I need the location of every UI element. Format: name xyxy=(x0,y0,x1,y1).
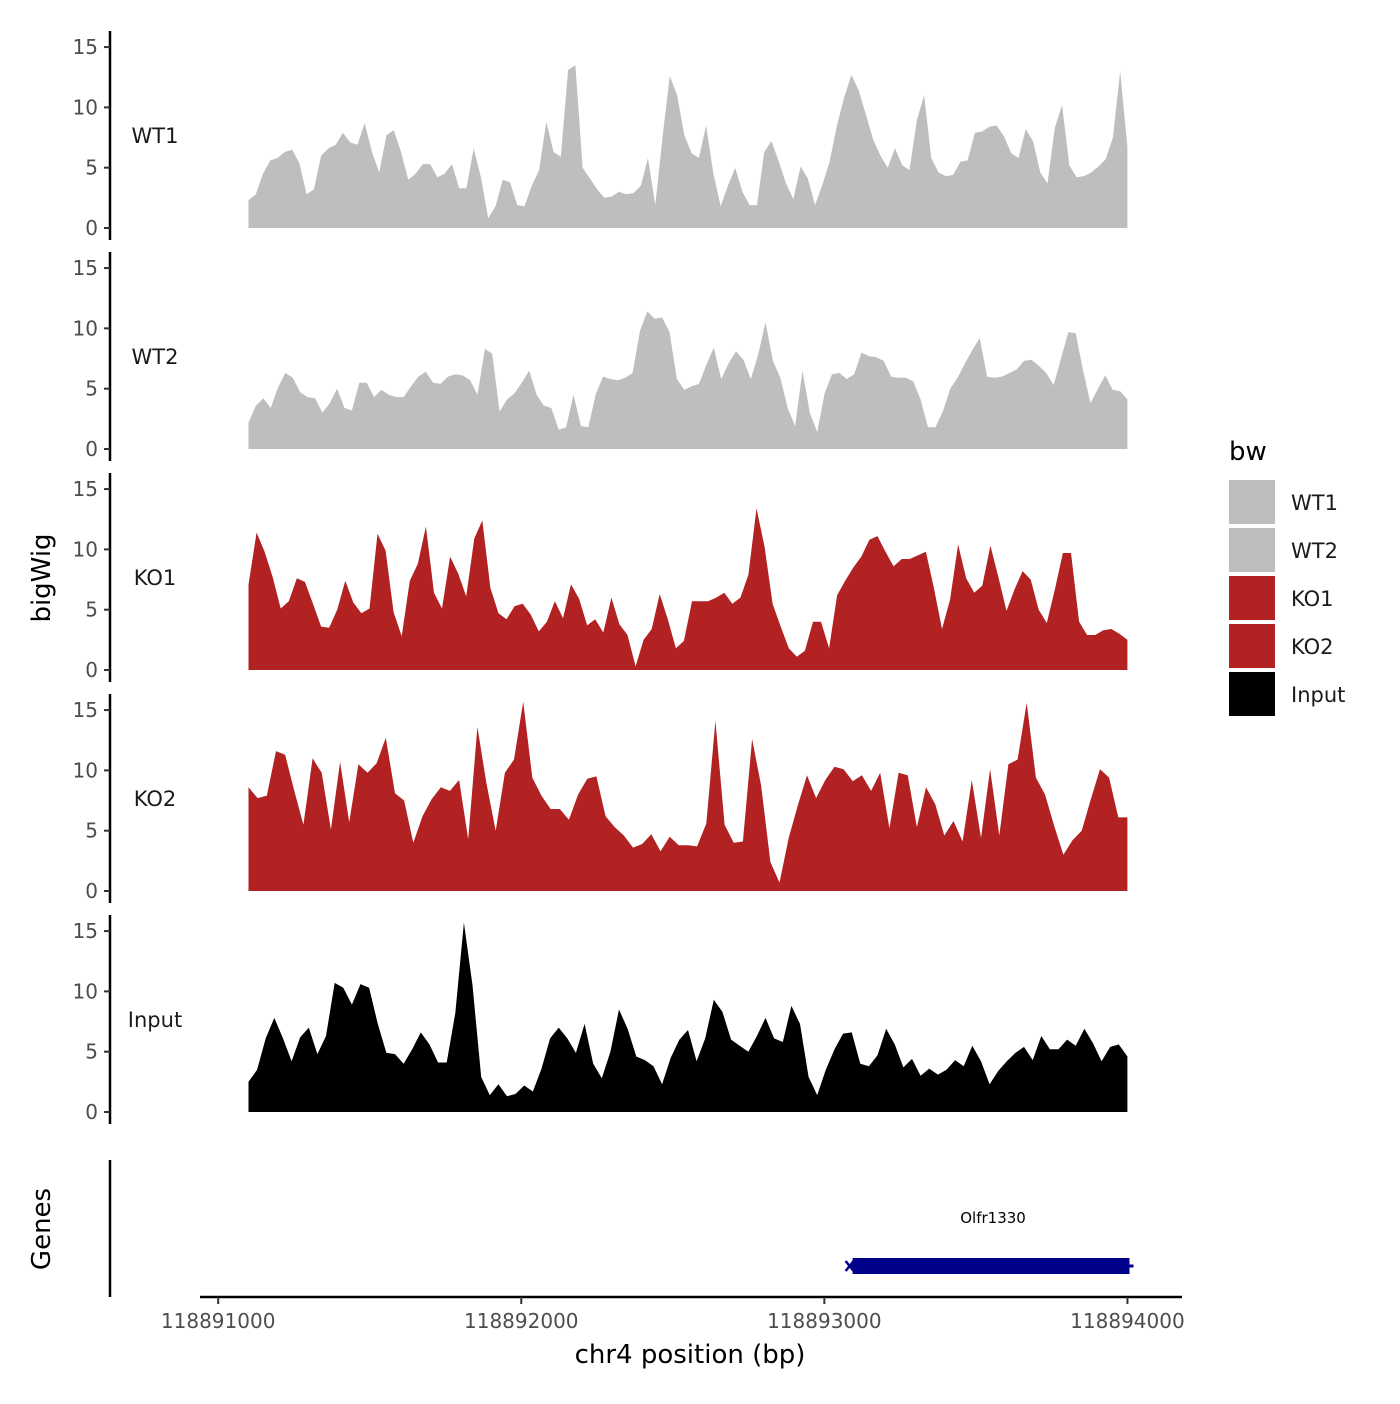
y-axis-title: bigWig xyxy=(27,533,57,622)
x-tick-label: 118893000 xyxy=(767,1309,882,1333)
legend-title: bw xyxy=(1229,437,1267,467)
x-axis-title: chr4 position (bp) xyxy=(575,1340,806,1370)
y-tick-label: 15 xyxy=(73,35,98,59)
y-tick-label: 5 xyxy=(85,377,98,401)
legend-label-ko2: KO2 xyxy=(1291,635,1334,659)
y-tick-label: 10 xyxy=(73,537,98,561)
x-tick-label: 118894000 xyxy=(1070,1309,1185,1333)
tracks: 0 5 10 15 WT1 0 5 10 15 WT2 0 5 10 15 KO1 0 5 10 15 KO2 0 5 10… xyxy=(73,31,1128,1124)
track-ko2: 0 5 10 15 KO2 xyxy=(73,694,1128,903)
legend-swatch-wt2 xyxy=(1229,528,1275,572)
y-tick-label: 5 xyxy=(85,598,98,622)
x-axis: 118891000 118892000 118893000 118894000 xyxy=(161,1295,1185,1333)
track-label: WT1 xyxy=(132,124,179,148)
gene-strand-arrow-icon xyxy=(844,1260,855,1272)
legend-label-wt1: WT1 xyxy=(1291,491,1338,515)
track-label: KO1 xyxy=(134,566,177,590)
track-ko1: 0 5 10 15 KO1 xyxy=(73,473,1128,682)
signal-area-wt1 xyxy=(248,65,1128,228)
track-wt2: 0 5 10 15 WT2 xyxy=(73,252,1128,461)
track-wt1: 0 5 10 15 WT1 xyxy=(73,31,1128,240)
y-tick-label: 0 xyxy=(85,1100,98,1124)
y-tick-label: 5 xyxy=(85,1040,98,1064)
y-tick-label: 5 xyxy=(85,156,98,180)
y-tick-label: 0 xyxy=(85,437,98,461)
x-tick-label: 118892000 xyxy=(464,1309,579,1333)
legend-label-ko1: KO1 xyxy=(1291,587,1334,611)
legend: bw WT1 WT2 KO1 KO2 Input xyxy=(1229,437,1345,716)
genes-axis-title: Genes xyxy=(27,1188,57,1270)
x-tick-label: 118891000 xyxy=(161,1309,276,1333)
y-tick-label: 0 xyxy=(85,216,98,240)
legend-swatch-ko2 xyxy=(1229,624,1275,668)
y-tick-label: 10 xyxy=(73,979,98,1003)
y-tick-label: 15 xyxy=(73,919,98,943)
genes-panel: Olfr1330 xyxy=(108,1160,1134,1297)
legend-label-wt2: WT2 xyxy=(1291,539,1338,563)
y-tick-label: 10 xyxy=(73,758,98,782)
track-label: WT2 xyxy=(132,345,179,369)
y-tick-label: 5 xyxy=(85,819,98,843)
signal-area-input xyxy=(248,922,1128,1112)
y-tick-label: 0 xyxy=(85,658,98,682)
signal-area-wt2 xyxy=(248,311,1128,449)
y-tick-label: 15 xyxy=(73,477,98,501)
signal-area-ko1 xyxy=(248,508,1128,670)
track-input: 0 5 10 15 Input xyxy=(73,915,1128,1124)
gene-label: Olfr1330 xyxy=(960,1209,1026,1227)
legend-swatch-wt1 xyxy=(1229,480,1275,524)
y-tick-label: 0 xyxy=(85,879,98,903)
track-label: Input xyxy=(128,1008,182,1032)
y-tick-label: 10 xyxy=(73,316,98,340)
track-label: KO2 xyxy=(134,787,177,811)
signal-area-ko2 xyxy=(248,701,1128,891)
y-tick-label: 10 xyxy=(73,95,98,119)
y-tick-label: 15 xyxy=(73,256,98,280)
y-tick-label: 15 xyxy=(73,698,98,722)
legend-label-input: Input xyxy=(1291,683,1345,707)
legend-swatch-input xyxy=(1229,672,1275,716)
legend-swatch-ko1 xyxy=(1229,576,1275,620)
